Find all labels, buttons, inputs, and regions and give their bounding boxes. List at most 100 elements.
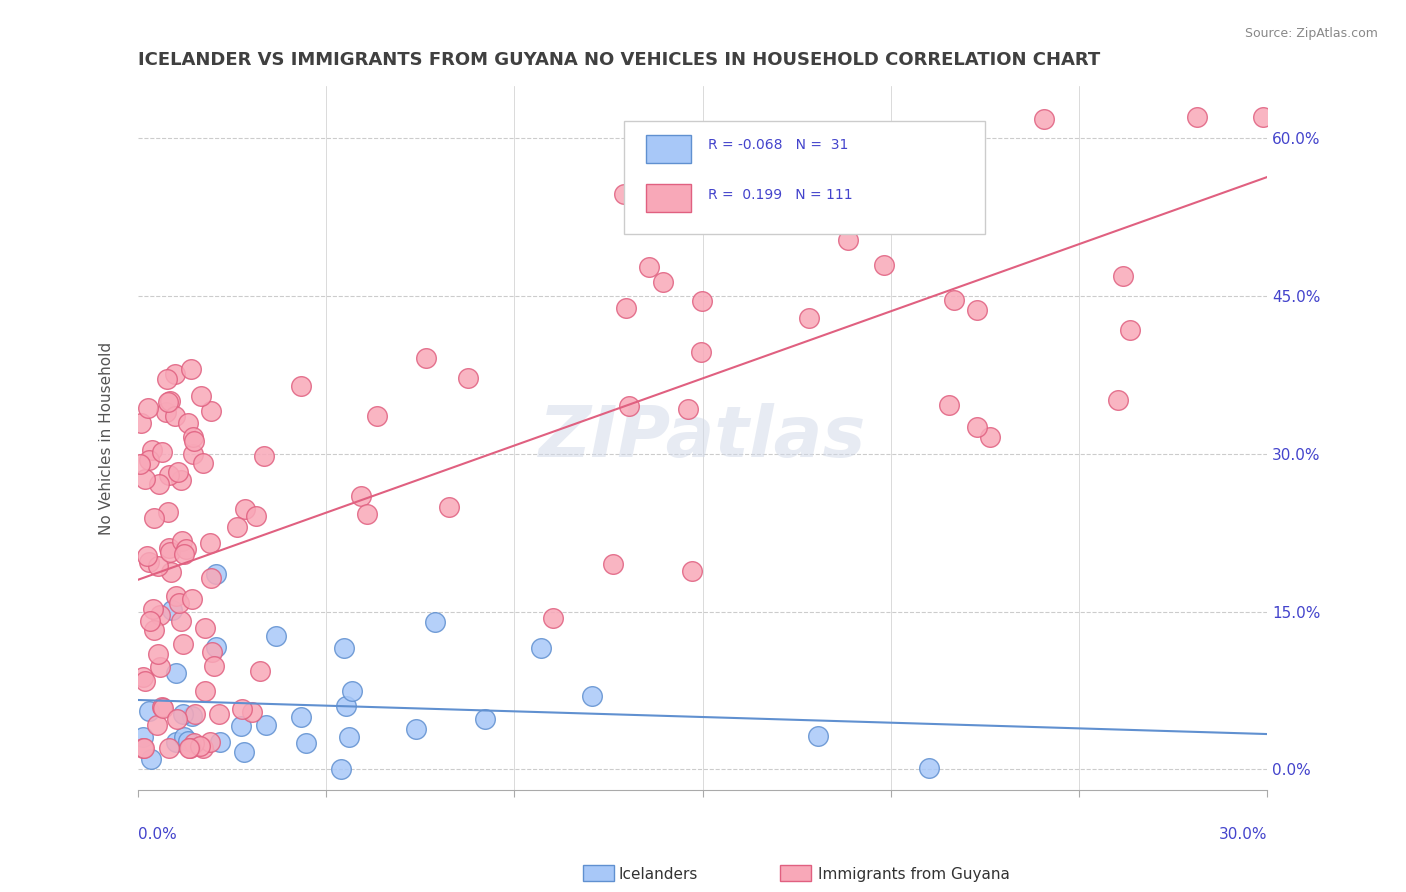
Point <box>131 731 153 745</box>
Point <box>157 505 180 519</box>
Point <box>1119 323 1142 337</box>
Point <box>163 367 186 381</box>
Point <box>180 362 202 376</box>
Point <box>136 549 159 563</box>
Point <box>138 453 160 467</box>
Point <box>172 706 194 721</box>
Text: ZIPatlas: ZIPatlas <box>538 403 866 473</box>
Point <box>619 399 641 413</box>
Point <box>208 735 231 749</box>
Text: R = -0.068   N =  31: R = -0.068 N = 31 <box>709 138 849 153</box>
Point <box>678 402 700 417</box>
Point <box>142 602 165 616</box>
Point <box>157 741 180 756</box>
Point <box>170 473 193 487</box>
Point <box>1112 269 1135 284</box>
Point <box>807 729 830 743</box>
Text: 30.0%: 30.0% <box>1219 827 1267 842</box>
Point <box>229 718 252 732</box>
Point <box>350 489 373 503</box>
Point <box>149 608 172 623</box>
FancyBboxPatch shape <box>647 135 692 163</box>
Point <box>132 741 155 756</box>
Point <box>245 508 267 523</box>
Point <box>148 659 170 673</box>
Point <box>938 398 960 412</box>
Point <box>254 718 277 732</box>
Point <box>638 260 661 274</box>
Point <box>581 689 603 703</box>
Point <box>177 416 200 430</box>
Point <box>439 500 461 514</box>
Point <box>157 394 180 409</box>
Point <box>165 590 187 604</box>
Point <box>138 555 160 569</box>
Point <box>198 536 221 550</box>
Point <box>173 547 195 561</box>
Point <box>146 558 169 573</box>
Point <box>231 701 253 715</box>
Point <box>204 567 226 582</box>
Point <box>873 258 896 272</box>
Point <box>405 722 427 736</box>
Point <box>356 507 378 521</box>
Point <box>340 684 363 698</box>
Point <box>183 429 205 443</box>
Point <box>180 591 202 606</box>
Point <box>160 603 183 617</box>
Point <box>159 394 181 409</box>
Point <box>179 740 201 755</box>
Point <box>132 741 155 756</box>
Point <box>333 640 356 655</box>
Point <box>183 736 205 750</box>
Point <box>329 763 352 777</box>
Point <box>173 731 195 745</box>
Point <box>233 745 256 759</box>
Point <box>190 739 212 753</box>
Point <box>184 706 207 721</box>
Point <box>425 615 447 629</box>
Point <box>200 404 222 418</box>
Point <box>155 405 177 419</box>
Text: Icelanders: Icelanders <box>619 867 697 881</box>
Point <box>150 445 173 459</box>
Point <box>613 187 636 202</box>
Point <box>174 541 197 556</box>
Point <box>1107 392 1129 407</box>
Point <box>183 434 205 448</box>
Point <box>132 670 155 684</box>
Text: R =  0.199   N = 111: R = 0.199 N = 111 <box>709 188 853 202</box>
Point <box>157 541 180 556</box>
Text: Immigrants from Guyana: Immigrants from Guyana <box>818 867 1010 881</box>
Point <box>172 637 194 651</box>
Point <box>180 709 202 723</box>
Point <box>200 735 222 749</box>
Point <box>650 169 672 184</box>
Point <box>474 712 496 726</box>
Point <box>541 611 564 625</box>
Point <box>156 372 179 386</box>
Point <box>1251 110 1274 124</box>
Point <box>690 294 713 309</box>
Point <box>157 467 180 482</box>
Point <box>979 430 1001 444</box>
Point <box>152 701 174 715</box>
Point <box>457 371 479 385</box>
Point <box>141 442 163 457</box>
Point <box>138 704 160 718</box>
Point <box>134 673 156 688</box>
Point <box>202 658 225 673</box>
Point <box>136 401 159 416</box>
Text: 0.0%: 0.0% <box>138 827 177 842</box>
Point <box>835 159 858 173</box>
Point <box>295 736 318 750</box>
Point <box>159 545 181 559</box>
Point <box>139 614 162 628</box>
Point <box>1185 110 1208 124</box>
Point <box>290 379 312 393</box>
Point <box>165 665 187 680</box>
Point <box>131 417 153 431</box>
Point <box>148 476 170 491</box>
Point <box>128 457 150 471</box>
Y-axis label: No Vehicles in Household: No Vehicles in Household <box>100 342 114 534</box>
